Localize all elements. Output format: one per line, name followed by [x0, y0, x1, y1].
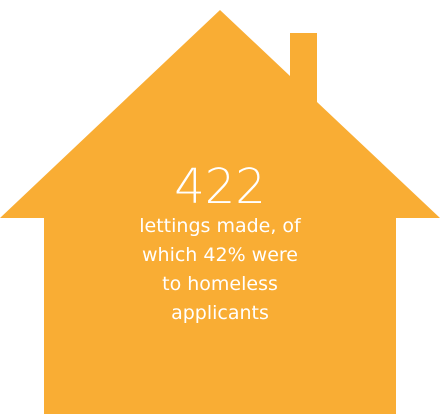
stat-number: 422	[174, 159, 266, 215]
house-shape	[0, 10, 440, 414]
stat-caption-line-1: lettings made, of	[139, 215, 301, 237]
stat-caption-line-2: which 42% were	[142, 244, 298, 266]
stat-text-block: 422 lettings made, of which 42% were to …	[70, 162, 370, 328]
stat-caption-line-3: to homeless	[162, 273, 278, 295]
stat-caption-line-4: applicants	[171, 302, 269, 324]
